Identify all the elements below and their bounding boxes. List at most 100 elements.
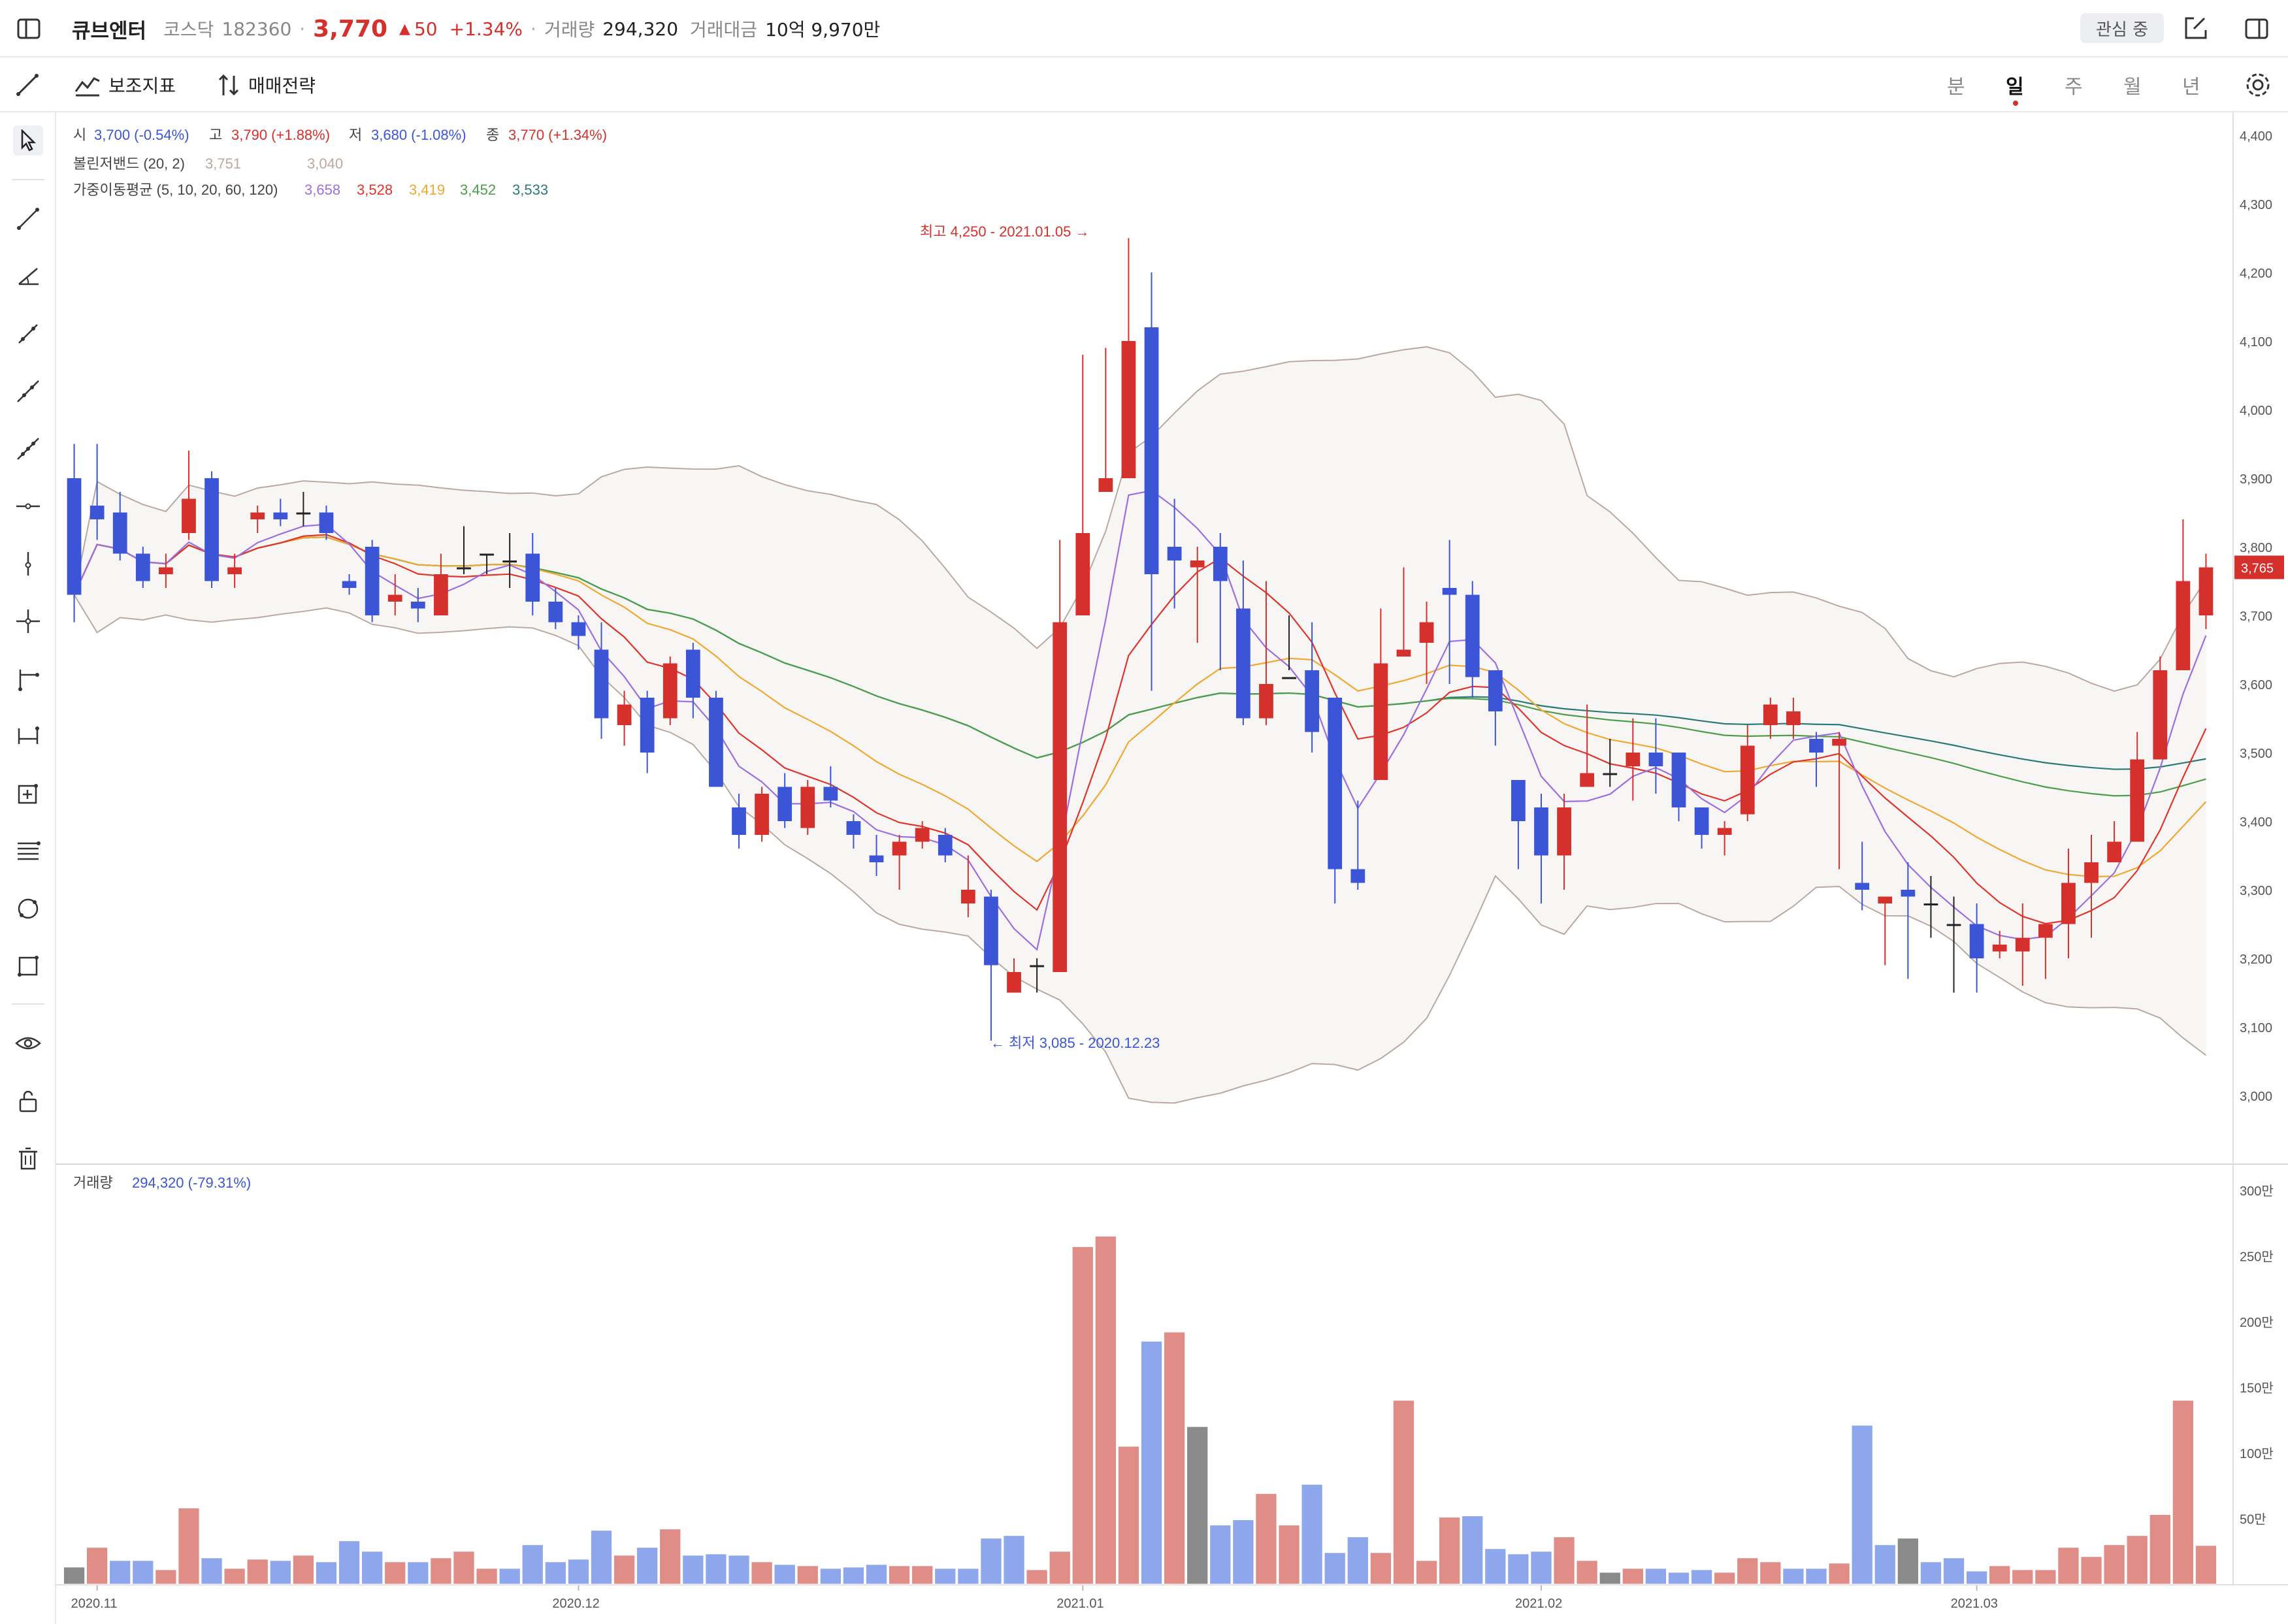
ray-line-icon[interactable]	[13, 319, 43, 349]
volume-bar	[1255, 1493, 1277, 1585]
stock-name: 큐브엔터	[72, 19, 147, 43]
volume-bar	[1026, 1569, 1048, 1585]
angle-line-icon[interactable]	[13, 261, 43, 291]
volume-bar	[132, 1560, 154, 1585]
candle-body	[250, 512, 265, 519]
x-axis-label: 2021.01	[1056, 1597, 1103, 1611]
candle-body	[846, 821, 861, 835]
price-range-icon[interactable]	[13, 664, 43, 694]
panel-toggle-icon[interactable]	[2242, 14, 2271, 43]
watchlist-button[interactable]: 관심 중	[2080, 13, 2164, 43]
volume-bar	[1759, 1561, 1782, 1585]
volume-bar	[590, 1530, 613, 1585]
horizontal-line-icon[interactable]	[13, 491, 43, 521]
edit-icon[interactable]	[2180, 13, 2211, 44]
wma-20-line	[73, 536, 2207, 878]
volume-bar	[1553, 1536, 1575, 1585]
volume-bar	[1278, 1525, 1300, 1585]
indicator-button[interactable]: 보조지표	[73, 57, 176, 112]
price-axis-label: 3,300	[2240, 884, 2272, 898]
candle-body	[2015, 937, 2030, 952]
measure-box-icon[interactable]	[13, 779, 43, 809]
period-day[interactable]: 일	[2006, 76, 2024, 99]
vertical-line-icon[interactable]	[13, 549, 43, 579]
circle-tool-icon[interactable]	[13, 894, 43, 924]
volume-bar	[1805, 1568, 1827, 1585]
candle-body	[502, 560, 517, 562]
fibonacci-icon[interactable]	[13, 836, 43, 866]
trash-icon[interactable]	[13, 1143, 43, 1173]
candle-body	[1419, 622, 1434, 643]
candle-body	[1007, 972, 1021, 993]
volume-bar	[1989, 1565, 2011, 1585]
price-axis-label: 4,000	[2240, 404, 2272, 418]
candle-body	[2198, 567, 2214, 615]
volume-bar	[1599, 1572, 1621, 1585]
unlock-icon[interactable]	[13, 1086, 43, 1116]
trend-line-icon[interactable]	[13, 204, 43, 234]
volume-bar	[155, 1569, 177, 1585]
candle-body	[823, 787, 838, 801]
period-week[interactable]: 주	[2065, 76, 2083, 99]
candle-body	[960, 890, 975, 903]
sidebar-toggle-icon[interactable]	[14, 14, 43, 43]
period-year[interactable]: 년	[2182, 76, 2200, 99]
settings-gear-icon[interactable]	[2242, 69, 2274, 101]
period-minute[interactable]: 분	[1947, 76, 1965, 99]
price-axis-label: 3,200	[2240, 952, 2272, 967]
price-axis-label: 4,100	[2240, 335, 2272, 349]
volume-bar	[1942, 1557, 1965, 1585]
candle-body	[1717, 828, 1732, 835]
legend-high-label: 고	[209, 127, 222, 143]
volume-bar	[1415, 1560, 1438, 1585]
candle-body	[273, 512, 288, 519]
legend-wma-label: 가중이동평균 (5, 10, 20, 60, 120)	[73, 182, 278, 198]
volume-bar	[796, 1565, 819, 1585]
volume-legend-value: 294,320 (-79.31%)	[132, 1175, 251, 1191]
candle-body	[1809, 739, 1823, 753]
volume-bar	[613, 1555, 636, 1585]
candle-body	[1763, 704, 1778, 725]
visibility-eye-icon[interactable]	[13, 1028, 43, 1058]
volume-legend-label: 거래량	[73, 1175, 113, 1191]
volume-bar	[63, 1567, 86, 1585]
date-range-icon[interactable]	[13, 721, 43, 751]
candle-body	[984, 896, 998, 966]
candle-body	[2153, 670, 2168, 760]
volume-bar	[819, 1568, 842, 1585]
price-axis-label: 3,900	[2240, 472, 2272, 487]
volume-bar	[2195, 1545, 2217, 1585]
legend-wma60: 3,452	[460, 182, 496, 198]
volume-bar	[246, 1559, 269, 1585]
rectangle-tool-icon[interactable]	[13, 951, 43, 981]
candle-body	[1350, 869, 1365, 883]
candle-body	[755, 794, 769, 835]
period-month[interactable]: 월	[2123, 76, 2142, 99]
candle-body	[159, 567, 173, 574]
volume-bar	[1186, 1426, 1209, 1585]
volume-bar	[1667, 1572, 1690, 1585]
volume-bar	[1003, 1535, 1025, 1585]
crosshair-icon[interactable]	[13, 606, 43, 636]
cursor-icon[interactable]	[13, 125, 43, 155]
strategy-button[interactable]: 매매전략	[214, 57, 316, 112]
candle-body	[1305, 670, 1320, 732]
candle-body	[1580, 773, 1595, 787]
separator: ·	[299, 18, 306, 40]
chart-toolbar: 보조지표 매매전략 분 일 주 월 년	[0, 57, 2288, 112]
candle-body	[1694, 807, 1709, 835]
volume-bar	[223, 1568, 246, 1585]
draw-line-icon[interactable]	[13, 71, 42, 99]
legend-wma5: 3,658	[304, 182, 340, 198]
current-price-label: 3,765	[2241, 562, 2274, 576]
volume-bar	[1232, 1519, 1254, 1585]
extended-line-icon[interactable]	[13, 376, 43, 406]
legend-close-value: 3,770 (+1.34%)	[508, 127, 607, 143]
volume-axis-label: 50만	[2240, 1512, 2266, 1527]
parallel-line-icon[interactable]	[13, 434, 43, 464]
volume-bar	[1644, 1568, 1667, 1585]
candle-body	[1511, 780, 1526, 821]
candle-body	[617, 704, 632, 725]
volume-bar	[384, 1561, 406, 1585]
